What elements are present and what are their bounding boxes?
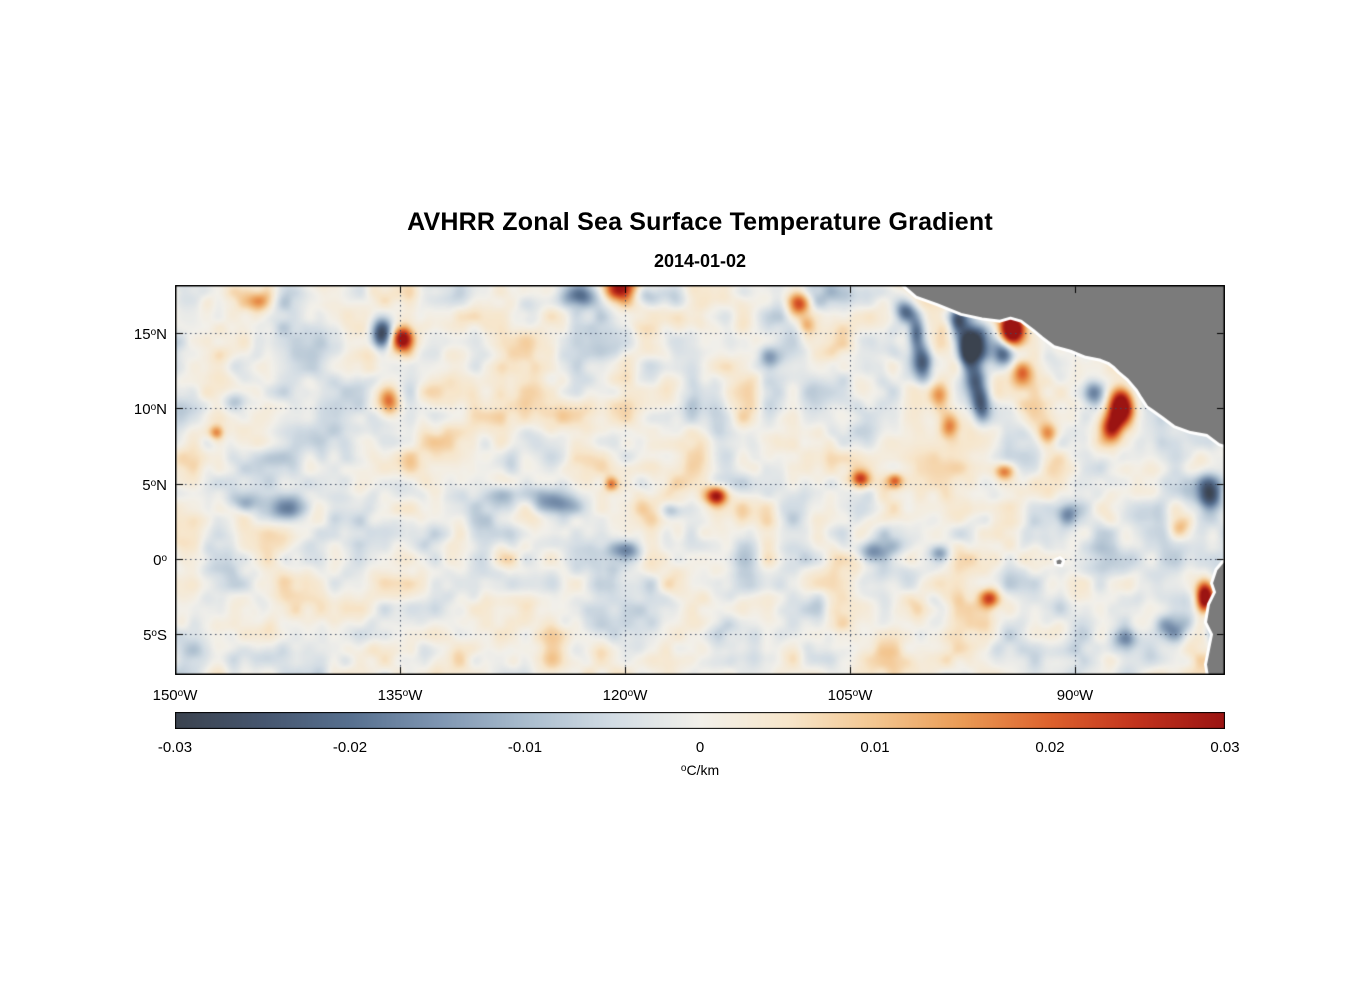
colorbar-tick-label: -0.01 xyxy=(507,739,543,756)
tick-value: 90 xyxy=(1056,687,1074,704)
tick-value: 105 xyxy=(827,687,853,704)
colorbar-canvas xyxy=(175,712,1225,729)
degree-symbol: o xyxy=(151,628,157,640)
tick-direction: W xyxy=(183,687,198,704)
x-tick-label: 150oW xyxy=(133,685,217,705)
tick-value: 10 xyxy=(133,401,151,419)
tick-direction: N xyxy=(156,476,167,494)
tick-value: 0 xyxy=(153,552,162,570)
x-tick-label: 105oW xyxy=(808,685,892,705)
degree-symbol: o xyxy=(1073,688,1080,699)
map-plot xyxy=(175,285,1225,675)
colorbar-tick-label: 0.02 xyxy=(1035,739,1065,756)
tick-direction: N xyxy=(156,326,167,344)
degree-symbol: o xyxy=(627,688,634,699)
tick-value: 120 xyxy=(602,687,628,704)
y-tick-label: 10oN xyxy=(105,399,167,419)
degree-symbol: o xyxy=(177,688,184,699)
colorbar-unit-label: oC/km xyxy=(175,762,1225,778)
chart-title: AVHRR Zonal Sea Surface Temperature Grad… xyxy=(407,208,993,236)
map-canvas xyxy=(175,285,1225,675)
degree-symbol: o xyxy=(150,327,157,339)
x-tick-label: 120oW xyxy=(583,685,667,705)
tick-value: 135 xyxy=(377,687,403,704)
tick-direction: S xyxy=(156,627,167,645)
degree-symbol: o xyxy=(150,477,157,489)
tick-direction: W xyxy=(408,687,423,704)
tick-value: 15 xyxy=(133,326,151,344)
y-tick-label: 15oN xyxy=(105,324,167,344)
tick-direction: N xyxy=(156,401,167,419)
tick-value: 150 xyxy=(152,687,178,704)
colorbar-tick-label: 0.01 xyxy=(860,739,890,756)
tick-direction: W xyxy=(1079,687,1094,704)
tick-value: 5 xyxy=(143,627,152,645)
degree-symbol: o xyxy=(161,553,167,565)
unit-text: C/km xyxy=(686,762,720,778)
degree-symbol: o xyxy=(852,688,859,699)
colorbar-tick-label: 0.03 xyxy=(1210,739,1240,756)
degree-symbol: o xyxy=(150,402,157,414)
tick-direction: W xyxy=(858,687,873,704)
tick-direction: W xyxy=(633,687,648,704)
x-tick-label: 135oW xyxy=(358,685,442,705)
colorbar xyxy=(175,712,1225,734)
degree-symbol: o xyxy=(680,763,687,774)
colorbar-tick-label: -0.02 xyxy=(332,739,368,756)
y-tick-label: 0o xyxy=(105,550,167,570)
colorbar-tick-label: 0 xyxy=(695,739,705,756)
colorbar-tick-label: -0.03 xyxy=(157,739,193,756)
y-tick-label: 5oS xyxy=(105,625,167,645)
tick-value: 5 xyxy=(142,476,151,494)
y-tick-label: 5oN xyxy=(105,475,167,495)
degree-symbol: o xyxy=(402,688,409,699)
chart-subtitle: 2014-01-02 xyxy=(653,251,747,271)
x-tick-label: 90oW xyxy=(1033,685,1117,705)
